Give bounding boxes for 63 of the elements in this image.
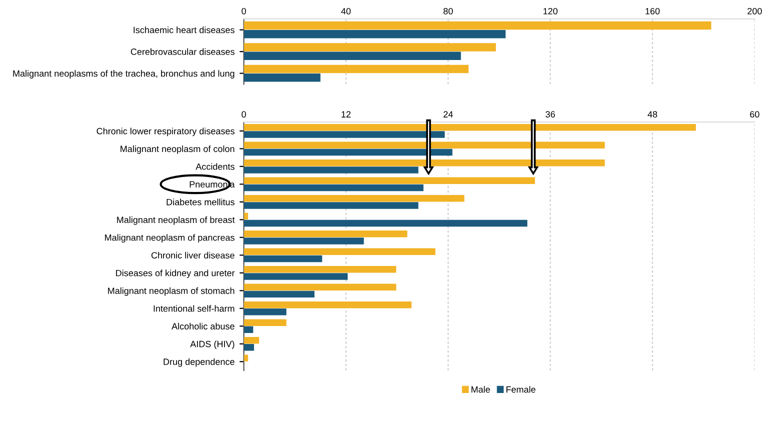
bar bbox=[244, 202, 418, 209]
bar bbox=[244, 248, 436, 255]
bar bbox=[244, 43, 496, 52]
bar bbox=[244, 290, 314, 298]
bar bbox=[244, 21, 712, 30]
y-tick-label: Malignant neoplasm of pancreas bbox=[105, 234, 234, 243]
y-tick-label: Drug dependence bbox=[164, 358, 234, 367]
y-tick-label: Malignant neoplasm of breast bbox=[117, 216, 235, 225]
bar bbox=[244, 255, 322, 262]
bar bbox=[244, 230, 408, 238]
bar bbox=[244, 273, 348, 280]
bar bbox=[244, 301, 412, 308]
bar bbox=[244, 166, 418, 174]
x-tick-label: 120 bbox=[543, 8, 558, 14]
y-tick-label: Chronic lower respiratory diseases bbox=[96, 128, 234, 136]
bar bbox=[244, 344, 254, 351]
bar bbox=[244, 212, 248, 220]
bar bbox=[244, 148, 452, 156]
bar bbox=[244, 74, 320, 82]
x-tick-label: 40 bbox=[341, 8, 351, 14]
bar bbox=[244, 326, 254, 334]
x-tick-label: 0 bbox=[242, 111, 246, 118]
x-tick-label: 60 bbox=[750, 111, 760, 118]
x-tick-label: 80 bbox=[444, 8, 453, 14]
bar bbox=[244, 284, 396, 290]
bar bbox=[244, 142, 605, 149]
y-tick-label: AIDS (HIV) bbox=[190, 340, 234, 350]
bar bbox=[244, 266, 396, 273]
x-tick-label: 12 bbox=[342, 111, 351, 118]
bar bbox=[244, 195, 464, 202]
bar bbox=[244, 354, 248, 362]
bar bbox=[244, 124, 696, 131]
legend-label: Male bbox=[472, 386, 490, 393]
y-tick-label: Chronic liver disease bbox=[151, 252, 234, 259]
x-tick-label: 0 bbox=[242, 8, 246, 14]
x-tick-label: 200 bbox=[748, 8, 762, 14]
bar bbox=[244, 160, 605, 166]
x-tick-label: 24 bbox=[444, 111, 453, 118]
y-tick-label: Accidents bbox=[196, 163, 234, 170]
bar bbox=[244, 64, 469, 74]
y-tick-label: Cerebrovascular diseases bbox=[130, 48, 234, 55]
y-tick-label: Malignant neoplasms of the trachea, bronchus and lung bbox=[13, 70, 234, 78]
legend-label: Female bbox=[506, 386, 536, 393]
bar bbox=[244, 184, 424, 192]
bar bbox=[244, 220, 528, 227]
x-tick-label: 48 bbox=[648, 111, 658, 118]
x-tick-label: 36 bbox=[546, 111, 555, 118]
bar bbox=[244, 131, 445, 138]
x-tick-label: 160 bbox=[646, 8, 660, 14]
bar bbox=[244, 319, 286, 326]
y-tick-label: Ischaemic heart diseases bbox=[134, 26, 234, 34]
y-tick-label: Intentional self-harm bbox=[154, 305, 234, 312]
bar bbox=[244, 308, 286, 316]
bar bbox=[244, 336, 260, 344]
y-tick-label: Alcoholic abuse bbox=[172, 322, 234, 330]
bar bbox=[244, 238, 364, 244]
y-tick-label: Malignant neoplasm of stomach bbox=[108, 287, 234, 296]
bar bbox=[244, 177, 535, 184]
bar bbox=[244, 52, 461, 60]
bar bbox=[244, 30, 506, 38]
y-tick-label: Diabetes mellitus bbox=[166, 198, 234, 206]
y-tick-label: Malignant neoplasm of colon bbox=[120, 145, 234, 154]
y-tick-label: Diseases of kidney and ureter bbox=[116, 270, 235, 278]
